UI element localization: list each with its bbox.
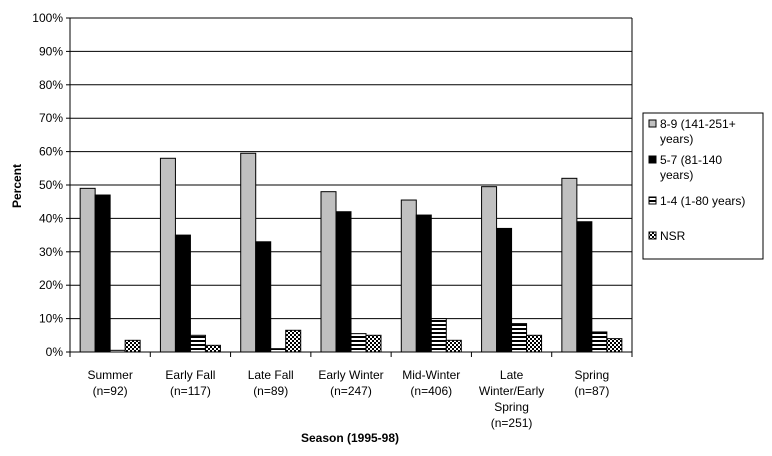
bar xyxy=(561,177,578,353)
x-category-label: Late Fall (n=89) xyxy=(248,368,294,398)
x-category-label: Early Winter (n=247) xyxy=(318,368,383,398)
bar xyxy=(320,191,337,353)
bar xyxy=(430,318,447,353)
y-axis-title: Percent xyxy=(10,164,24,208)
legend-swatch xyxy=(648,196,657,205)
bar xyxy=(445,339,462,353)
bar xyxy=(400,199,417,353)
x-axis-title: Season (1995-98) xyxy=(301,431,399,445)
bar xyxy=(576,221,593,353)
y-tick-label: 70% xyxy=(39,111,63,125)
legend-label: 1-4 (1-80 years) xyxy=(660,194,745,208)
bar xyxy=(591,331,608,353)
bar xyxy=(94,194,111,353)
bar xyxy=(350,333,367,353)
x-category-labels: Summer (n=92) Early Fall (n=117) Late Fall (n… xyxy=(87,368,609,430)
legend-swatch xyxy=(648,231,657,240)
bar xyxy=(365,334,382,353)
bar xyxy=(606,338,623,353)
legend-swatch xyxy=(648,155,657,164)
x-category-label: Mid-Winter (n=406) xyxy=(402,368,460,398)
y-tick-label: 0% xyxy=(46,345,64,359)
x-category-label: Spring (n=87) xyxy=(574,368,609,398)
y-tick-label: 30% xyxy=(39,245,63,259)
legend: 8-9 (141-251+ years) 5-7 (81-140 years) 1-4 … xyxy=(642,112,764,260)
bar xyxy=(159,157,176,353)
bar xyxy=(285,329,302,353)
bar xyxy=(526,334,543,353)
bar xyxy=(496,227,513,353)
x-category-label: Late Winter/Early Spring (n=251) xyxy=(479,368,544,430)
y-tick-label: 90% xyxy=(39,44,63,58)
bar xyxy=(270,348,287,353)
y-tick-label: 20% xyxy=(39,278,63,292)
y-tick-label: 40% xyxy=(39,211,63,225)
y-tick-labels: 0% 10% 20% 30% 40% 50% 60% 70% 80% 90% 100% xyxy=(32,11,63,359)
y-tick-label: 100% xyxy=(32,11,63,25)
y-tick-label: 10% xyxy=(39,312,63,326)
bars xyxy=(79,152,623,353)
bar xyxy=(415,214,432,353)
bar xyxy=(204,344,221,353)
bar xyxy=(511,323,528,353)
bar xyxy=(79,187,96,353)
y-tick-label: 60% xyxy=(39,145,63,159)
axes xyxy=(66,17,633,357)
bar xyxy=(255,241,272,353)
legend-label: 8-9 (141-251+ years) xyxy=(660,117,736,146)
bar xyxy=(335,211,352,353)
y-tick-label: 50% xyxy=(39,178,63,192)
bar xyxy=(481,186,498,353)
x-category-label: Summer (n=92) xyxy=(87,368,132,398)
legend-box xyxy=(642,112,764,260)
bar xyxy=(174,234,191,353)
x-category-label: Early Fall (n=117) xyxy=(165,368,215,398)
y-tick-label: 80% xyxy=(39,78,63,92)
legend-label: NSR xyxy=(660,229,686,243)
legend-swatch xyxy=(648,119,657,128)
bar xyxy=(189,334,206,353)
bar xyxy=(124,339,141,353)
bar xyxy=(240,152,257,353)
legend-label: 5-7 (81-140 years) xyxy=(660,153,722,182)
